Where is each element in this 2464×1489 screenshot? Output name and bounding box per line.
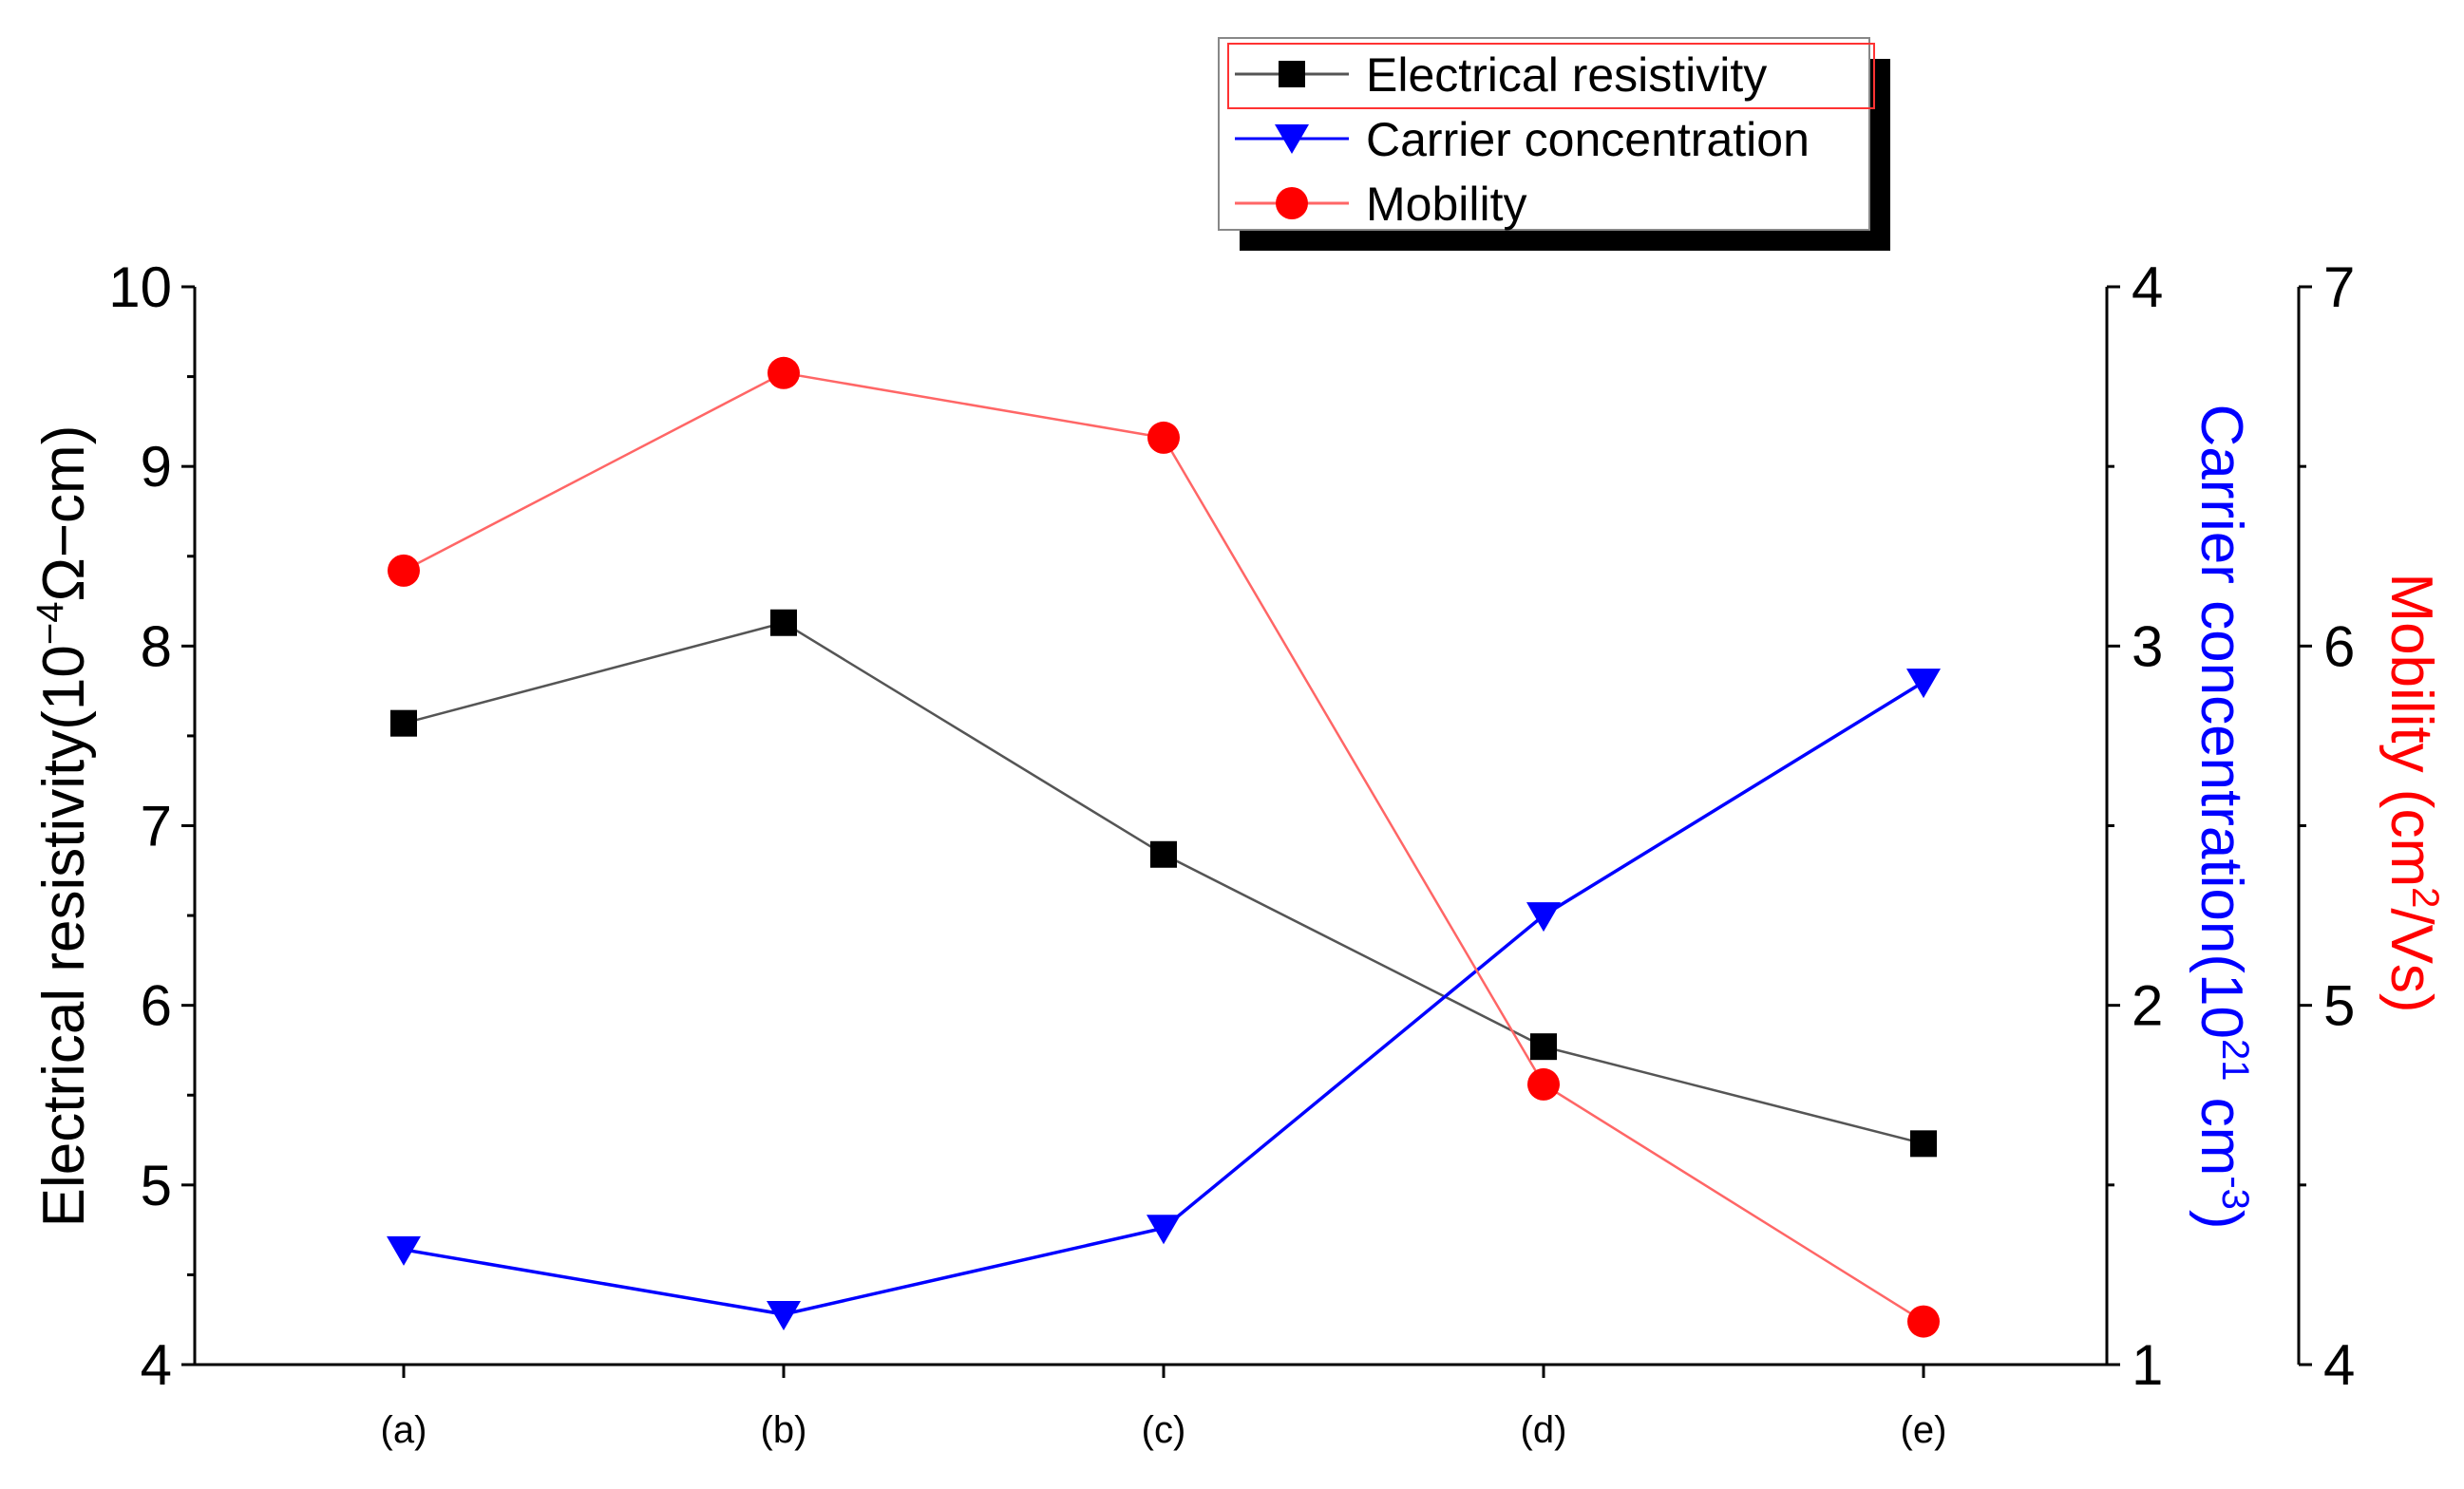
x-axis-tick-label: (b) [761,1409,807,1451]
data-point-mobility [1527,1067,1560,1101]
data-point-electrical-resistivity [770,609,797,636]
legend-label-mobility: Mobility [1366,178,1526,231]
legend: Electrical resistivity Carrier concentra… [1218,37,1890,251]
data-point-mobility [768,356,800,389]
data-point-carrier-concentration [1526,902,1561,933]
legend-marker-carrier [1275,124,1309,154]
series-layer [387,356,1941,1338]
left-axis-tick-label: 4 [141,1333,172,1397]
left-axis-tick-label: 6 [141,974,172,1038]
x-axis-tick-label: (c) [1142,1409,1186,1451]
data-point-electrical-resistivity [1910,1130,1937,1158]
data-point-mobility [1147,421,1180,454]
data-point-carrier-concentration [387,1235,421,1266]
x-axis-tick-label: (a) [381,1409,427,1451]
data-point-mobility [1907,1305,1940,1338]
data-point-carrier-concentration [1147,1215,1181,1245]
x-axis-tick-label: (e) [1901,1409,1947,1451]
data-point-electrical-resistivity [390,709,417,737]
mobility-axis-tick-label: 5 [2323,974,2355,1038]
mobility-axis-tick-label: 4 [2323,1333,2355,1397]
left-axis-tick-label: 8 [141,614,172,678]
left-axis-tick-label: 5 [141,1154,172,1217]
legend-label-carrier: Carrier concentration [1366,113,1810,166]
mobility-axis-tick-label: 6 [2323,614,2355,678]
carrier-axis-tick-label: 1 [2132,1333,2163,1397]
left-axis-tick-label: 7 [141,795,172,858]
legend-box [1218,37,1870,231]
x-axis-tick-label: (d) [1521,1409,1567,1451]
carrier-axis-ticks: 1 2 3 4 [2107,255,2163,1397]
legend-highlight-box [1227,43,1875,109]
data-point-electrical-resistivity [1150,840,1177,868]
legend-marker-mobility [1276,187,1308,219]
data-point-carrier-concentration [1906,669,1941,699]
carrier-axis-tick-label: 4 [2132,255,2163,319]
carrier-axis-tick-label: 3 [2132,614,2163,678]
carrier-axis-tick-label: 2 [2132,974,2163,1038]
carrier-axis-title: Carrier concentration(1021 cm-3) [2189,404,2256,1229]
legend-label-resistivity: Electrical resistivity [1366,48,1767,102]
legend-marker-resistivity [1279,61,1305,87]
mobility-axis-title: Mobility (cm2/Vs) [2379,573,2446,1012]
data-point-carrier-concentration [767,1301,801,1331]
left-axis-ticks: 4 5 6 7 8 9 10 [108,255,195,1397]
data-point-mobility [388,554,420,587]
mobility-axis-ticks: 4 5 6 7 [2299,255,2355,1397]
left-axis-tick-label: 9 [141,435,172,499]
left-axis-tick-label: 10 [108,255,172,319]
plot-area [193,287,2301,1366]
x-axis-ticks: (a) (b) (c) (d) (e) [381,1365,1947,1451]
left-axis-title: Electrical resistivity(10−4Ω−cm) [29,425,97,1228]
mobility-axis-tick-label: 7 [2323,255,2355,319]
data-point-electrical-resistivity [1530,1033,1557,1061]
series-line-electrical-resistivity [403,621,1924,1145]
